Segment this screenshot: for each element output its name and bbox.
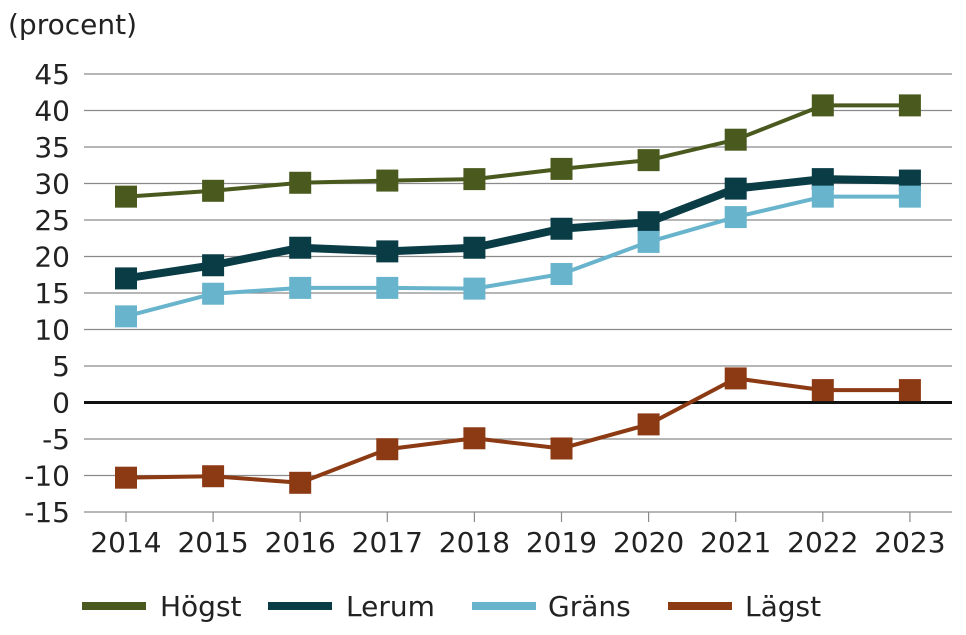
legend-label: Gräns [548, 590, 631, 623]
legend-label: Högst [160, 590, 242, 623]
y-tick-label: 10 [34, 314, 70, 347]
data-point [811, 379, 834, 402]
data-point [289, 471, 312, 494]
series-layer [115, 94, 921, 494]
data-point [115, 466, 137, 489]
data-point [550, 157, 573, 180]
data-point [637, 413, 660, 436]
data-point [376, 169, 399, 192]
series-line [125, 194, 910, 319]
data-point [376, 276, 399, 299]
data-point [202, 282, 225, 305]
data-point [898, 379, 921, 402]
y-tick-label: -5 [42, 423, 70, 456]
data-point [289, 276, 312, 299]
data-point [724, 177, 747, 200]
unit-label: (procent) [8, 8, 137, 41]
y-tick-label: 20 [34, 241, 70, 274]
data-point [811, 94, 834, 117]
data-point [115, 267, 137, 290]
data-point [463, 427, 486, 450]
data-point [115, 185, 137, 208]
data-point [463, 168, 486, 191]
x-tick-label: 2017 [352, 526, 423, 559]
data-point [550, 217, 573, 240]
data-point [550, 437, 573, 460]
series-line [125, 103, 910, 199]
data-point [898, 94, 921, 117]
legend: Högst Lerum Gräns Lägst [82, 590, 821, 623]
legend-item: Gräns [472, 590, 631, 623]
y-tick-label: -15 [24, 496, 70, 529]
x-tick-label: 2014 [90, 526, 161, 559]
data-point [463, 236, 486, 259]
data-point [202, 179, 225, 202]
data-point [811, 168, 834, 191]
y-tick-label: 0 [52, 387, 70, 420]
data-point [811, 185, 834, 208]
data-point [637, 211, 660, 234]
legend-item: Lerum [268, 590, 435, 623]
x-tick-label: 2019 [526, 526, 597, 559]
data-point [724, 128, 747, 151]
data-point [724, 367, 747, 390]
y-tick-label: -10 [24, 460, 70, 493]
y-tick-label: 25 [34, 204, 70, 237]
y-tick-label: 40 [34, 95, 70, 128]
data-point [637, 230, 660, 253]
x-tick-label: 2023 [874, 526, 945, 559]
data-point [289, 171, 312, 194]
data-point [463, 277, 486, 300]
data-point [376, 240, 399, 263]
legend-item: Högst [82, 590, 242, 623]
data-point [637, 149, 660, 172]
data-point [376, 438, 399, 461]
series-2 [115, 185, 921, 328]
data-point [898, 185, 921, 208]
x-tick-label: 2018 [439, 526, 510, 559]
y-tick-label: 35 [34, 131, 70, 164]
series-line [125, 175, 910, 283]
legend-label: Lerum [346, 590, 435, 623]
series-0 [115, 94, 921, 208]
data-point [202, 465, 225, 488]
x-tick-label: 2021 [700, 526, 771, 559]
x-tick-label: 2020 [613, 526, 684, 559]
legend-item: Lägst [668, 590, 821, 623]
y-tick-label: 15 [34, 277, 70, 310]
series-1 [115, 168, 921, 290]
data-point [115, 305, 137, 328]
legend-label: Lägst [745, 590, 821, 623]
x-tick-label: 2015 [177, 526, 248, 559]
series-3 [115, 367, 921, 494]
data-point [550, 263, 573, 286]
data-point [289, 236, 312, 259]
x-tick-label: 2022 [787, 526, 858, 559]
y-tick-label: 45 [34, 58, 70, 91]
y-tick-label: 5 [52, 350, 70, 383]
data-point [724, 206, 747, 229]
series-line [125, 376, 910, 485]
data-point [202, 254, 225, 277]
x-tick-label: 2016 [265, 526, 336, 559]
y-tick-label: 30 [34, 168, 70, 201]
